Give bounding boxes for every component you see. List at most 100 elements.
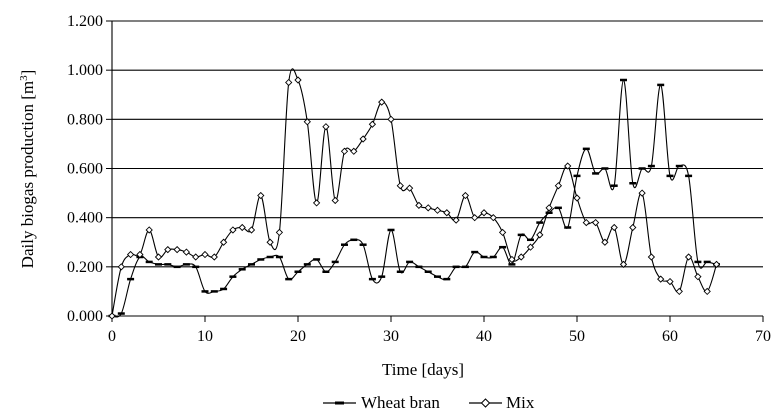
- legend-item-mix: Mix: [469, 393, 535, 412]
- data-point-mix: [331, 196, 339, 205]
- data-point-mix: [164, 245, 172, 254]
- data-point-mix: [684, 253, 693, 261]
- x-axis-label: Time [days]: [382, 360, 464, 379]
- data-point-mix: [378, 98, 386, 106]
- data-point-mix: [666, 277, 674, 286]
- y-tick-label: 1.000: [67, 62, 103, 79]
- data-point-mix: [340, 147, 349, 155]
- data-point-mix: [564, 162, 572, 170]
- data-point-mix: [694, 273, 702, 281]
- data-point-mix: [545, 204, 553, 212]
- x-tick-label: 0: [108, 328, 116, 345]
- data-point-mix: [480, 209, 488, 217]
- data-point-mix: [526, 243, 535, 251]
- data-point-mix: [610, 223, 618, 232]
- y-axis-label-suffix: ]: [18, 70, 37, 76]
- data-point-mix: [108, 312, 116, 320]
- data-point-mix: [387, 115, 395, 123]
- x-tick-label: 40: [476, 328, 492, 345]
- x-tick-label: 10: [197, 328, 213, 345]
- series-mix: [108, 68, 721, 320]
- data-point-mix: [424, 204, 432, 212]
- data-point-mix: [322, 123, 330, 131]
- data-point-mix: [498, 228, 507, 237]
- data-point-mix: [136, 250, 144, 259]
- data-point-mix: [229, 226, 237, 234]
- data-point-mix: [126, 250, 135, 259]
- data-point-mix: [145, 226, 153, 234]
- legend-marker-mix: [480, 398, 491, 408]
- data-point-mix: [619, 260, 628, 269]
- y-axis-label: Daily biogas production [m3]: [18, 70, 37, 269]
- data-point-mix: [471, 214, 479, 222]
- legend-item-wheat-bran: Wheat bran: [323, 393, 440, 412]
- legend-label-mix: Mix: [506, 393, 535, 412]
- data-point-mix: [712, 260, 721, 269]
- series-line-mix: [111, 68, 718, 317]
- data-point-mix: [508, 255, 516, 264]
- data-point-mix: [554, 182, 563, 190]
- data-point-mix: [285, 78, 293, 87]
- x-tick-label: 20: [290, 328, 306, 345]
- gridlines: [112, 20, 763, 268]
- data-point-mix: [461, 191, 470, 200]
- data-point-mix: [210, 253, 218, 261]
- legend: Wheat bran Mix: [323, 393, 535, 412]
- data-point-mix: [647, 253, 656, 261]
- x-tick-label: 50: [569, 328, 585, 345]
- data-point-mix: [219, 238, 228, 246]
- data-point-mix: [275, 228, 284, 237]
- data-point-mix: [350, 147, 358, 155]
- data-point-mix: [452, 216, 460, 224]
- data-point-mix: [303, 118, 311, 126]
- data-point-mix: [247, 226, 256, 234]
- x-tick-label: 70: [755, 328, 771, 345]
- data-point-mix: [396, 182, 404, 190]
- data-point-mix: [294, 76, 302, 84]
- data-point-mix: [405, 184, 414, 192]
- y-axis-ticks: 0.000 0.200 0.400 0.600 0.800 1.000 1.200: [67, 13, 112, 325]
- data-point-mix: [489, 214, 497, 222]
- data-point-mix: [415, 201, 423, 210]
- x-axis-ticks: 0 10 20 30 40 50 60 70: [108, 316, 771, 345]
- data-point-mix: [117, 263, 125, 271]
- data-point-mix: [312, 199, 321, 207]
- data-point-mix: [536, 231, 544, 239]
- data-point-mix: [433, 206, 442, 214]
- y-tick-label: 0.600: [67, 161, 103, 178]
- data-point-mix: [257, 191, 265, 200]
- data-point-mix: [591, 218, 600, 227]
- data-point-mix: [601, 238, 609, 246]
- x-tick-label: 30: [383, 328, 399, 345]
- data-point-mix: [182, 248, 191, 256]
- y-axis-label-unit-exponent: 3: [18, 75, 30, 81]
- data-point-mix: [368, 120, 377, 128]
- data-point-mix: [238, 223, 246, 232]
- data-point-mix: [201, 250, 209, 259]
- data-point-mix: [517, 253, 525, 261]
- data-point-mix: [359, 135, 367, 143]
- data-point-mix: [154, 253, 163, 261]
- series-group: [108, 68, 721, 320]
- data-point-mix: [573, 194, 581, 202]
- y-tick-label: 0.400: [67, 210, 103, 227]
- series-wheat-bran: [108, 78, 720, 318]
- y-tick-label: 1.200: [67, 13, 103, 30]
- y-axis-label-main: Daily biogas production [m: [18, 81, 37, 268]
- data-point-mix: [192, 253, 200, 261]
- series-line-wheat-bran: [111, 79, 717, 318]
- y-tick-label: 0.200: [67, 259, 103, 276]
- y-tick-label: 0.000: [67, 308, 103, 325]
- x-tick-label: 60: [662, 328, 678, 345]
- data-point-mix: [443, 209, 451, 217]
- data-point-mix: [675, 287, 683, 296]
- data-point-mix: [173, 245, 181, 254]
- data-point-mix: [266, 238, 274, 246]
- data-point-mix: [629, 223, 637, 232]
- data-point-mix: [582, 218, 590, 227]
- data-point-mix: [703, 287, 711, 296]
- legend-label-wheat-bran: Wheat bran: [361, 393, 440, 412]
- data-point-mix: [638, 189, 646, 197]
- data-point-mix: [657, 275, 665, 283]
